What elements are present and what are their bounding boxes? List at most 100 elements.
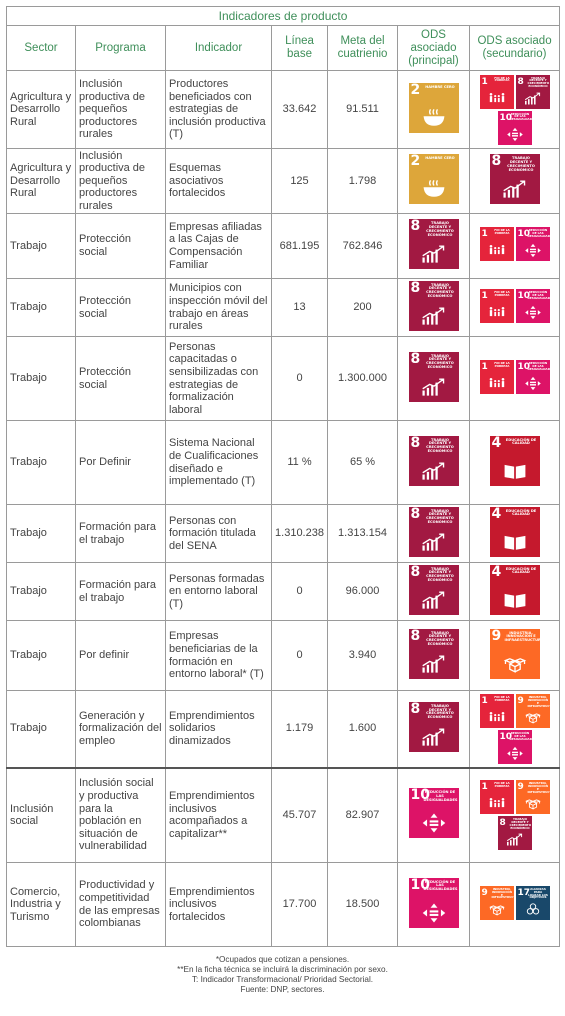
table-row: Trabajo Por Definir Sistema Nacional de Cu… [6,420,561,505]
sdg-number: 10 [517,361,531,372]
sdg-label: TRABAJO DECENTE Y CRECIMIENTO ECONÓMICO [426,703,454,720]
sdg-number: 4 [491,506,502,522]
sdg-label: FIN DE LA POBREZA [494,360,510,368]
cell-linea-base: 0 [271,336,328,421]
growth-chart-icon [421,591,444,609]
sdg-2-icon: 2 HAMBRE CERO [408,154,459,205]
cubes-icon [488,905,505,916]
growth-chart-icon [421,728,444,746]
cell-indicador: Personas con formación titulada del SENA [165,504,272,563]
cell-ods-secundario: 1 FIN DE LA POBREZA 8 TRABAJO DECENTE Y CRE… [468,70,561,149]
sdg-icon-group: 1 FIN DE LA POBREZA 10 REDUCCIÓN DE LAS DES… [478,227,552,262]
sdg-number: 1 [481,290,488,301]
sdg-label: TRABAJO DECENTE Y CRECIMIENTO ECONÓMICO [426,630,454,646]
cell-meta: 762.846 [327,213,398,279]
cell-linea-base: 1.179 [271,690,328,768]
table-row: Trabajo Protección social Personas capacit… [6,336,561,421]
cell-indicador: Productores beneficiados con estrategias… [165,70,272,149]
cell-ods-principal: 8 TRABAJO DECENTE Y CRECIMIENTO ECONÓMICO [397,504,470,563]
sdg-number: 10 [499,731,513,742]
cell-indicador: Personas capacitadas o sensibilizadas co… [165,336,272,421]
cell-ods-principal: 8 TRABAJO DECENTE Y CRECIMIENTO ECONÓMICO [397,690,470,768]
sdg-1-icon: 1 FIN DE LA POBREZA [479,780,514,815]
sdg-icon-group: 4 EDUCACIÓN DE CALIDAD [478,435,552,486]
sdg-icon-group: 8 TRABAJO DECENTE Y CRECIMIENTO ECONÓMICO [478,154,552,205]
sdg-label: REDUCCIÓN DE LAS DESIGUALDADES [509,730,532,741]
sdg-icon-group: 1 FIN DE LA POBREZA 8 TRABAJO DECENTE Y CRE… [478,74,552,145]
cell-programa: Protección social [75,278,166,337]
cubes-icon [503,657,526,673]
sdg-label: EDUCACIÓN DE CALIDAD [505,437,537,446]
cell-sector: Trabajo [6,562,76,621]
cell-programa: Protección social [75,336,166,421]
table-row: Trabajo Protección social Municipios con i… [6,278,561,337]
sdg-8-icon: 8 TRABAJO DECENTE Y CRECIMIENTO ECONÓMICO [408,219,459,270]
cell-ods-principal: 10 REDUCCIÓN DE LAS DESIGUALDADES [397,766,470,863]
sdg-1-icon: 1 FIN DE LA POBREZA [479,288,514,323]
sdg-number: 9 [491,628,502,644]
sdg-label: REDUCCIÓN DE LAS DESIGUALDADES [527,360,550,371]
cell-linea-base: 681.195 [271,213,328,279]
sdg-label: FIN DE LA POBREZA [494,228,510,236]
sdg-17-icon: 17 ALIANZAS PARA LOGRAR LOS OBJETIVOS [515,885,550,920]
table-row: Agricultura y Desarrollo Rural Inclusión … [6,148,561,214]
header-programa: Programa [75,25,166,71]
cell-ods-principal: 2 HAMBRE CERO [397,148,470,214]
cell-programa: Inclusión social y productiva para la po… [75,766,166,863]
cell-linea-base: 1.310.238 [271,504,328,563]
sdg-number: 8 [410,564,421,580]
sdg-number: 2 [410,154,421,170]
cell-indicador: Emprendimientos inclusivos fortalecidos [165,862,272,947]
cell-sector: Agricultura y Desarrollo Rural [6,70,76,149]
cell-sector: Trabajo [6,278,76,337]
footnote: **En la ficha técnica se incluirá la dis… [177,965,388,974]
sdg-number: 8 [410,701,421,717]
cell-programa: Protección social [75,213,166,279]
sdg-number: 10 [410,788,430,804]
equality-icon [422,813,445,833]
cell-programa: Formación para el trabajo [75,504,166,563]
cubes-icon [524,713,541,724]
sdg-number: 10 [517,229,531,240]
sdg-label: EDUCACIÓN DE CALIDAD [505,566,537,575]
cubes-icon [524,799,541,810]
cell-programa: Productividad y competitividad de las em… [75,862,166,947]
sdg-label: TRABAJO DECENTE Y CRECIMIENTO ECONÓMICO [426,508,454,524]
family-icon [489,306,504,316]
sdg-label: HAMBRE CERO [425,156,455,161]
equality-icon [422,903,445,923]
sdg-icon-group: 1 FIN DE LA POBREZA 9 INDUSTRIA, INNOVACIÓN… [478,780,552,851]
sdg-number: 1 [481,76,488,87]
growth-chart-icon [506,833,522,846]
sdg-8-icon: 8 TRABAJO DECENTE Y CRECIMIENTO ECONÓMICO [408,280,459,331]
sdg-number: 8 [517,76,524,87]
sdg-number: 8 [491,154,502,170]
cell-indicador: Empresas beneficiarias de la formación e… [165,620,272,691]
sdg-label: FIN DE LA POBREZA [494,75,510,83]
sdg-1-icon: 1 FIN DE LA POBREZA [479,227,514,262]
cell-ods-secundario: 4 EDUCACIÓN DE CALIDAD [468,420,561,505]
sdg-4-icon: 4 EDUCACIÓN DE CALIDAD [489,506,540,557]
sdg-label: REDUCCIÓN DE LAS DESIGUALDADES [423,879,458,892]
sdg-label: FIN DE LA POBREZA [494,694,510,702]
table-row: Agricultura y Desarrollo Rural Inclusión … [6,70,561,149]
family-icon [489,711,504,721]
sdg-icon-group: 1 FIN DE LA POBREZA 10 REDUCCIÓN DE LAS DES… [478,288,552,323]
footnotes: *Ocupados que cotizan a pensiones. **En … [0,955,565,995]
header-linea-base: Línea base [271,25,328,71]
cell-ods-secundario: 4 EDUCACIÓN DE CALIDAD [468,562,561,621]
cell-meta: 18.500 [327,862,398,947]
cell-indicador: Emprendimientos inclusivos acompañados a… [165,766,272,863]
cell-sector: Trabajo [6,690,76,768]
table-row: Trabajo Generación y formalización del em… [6,690,561,768]
